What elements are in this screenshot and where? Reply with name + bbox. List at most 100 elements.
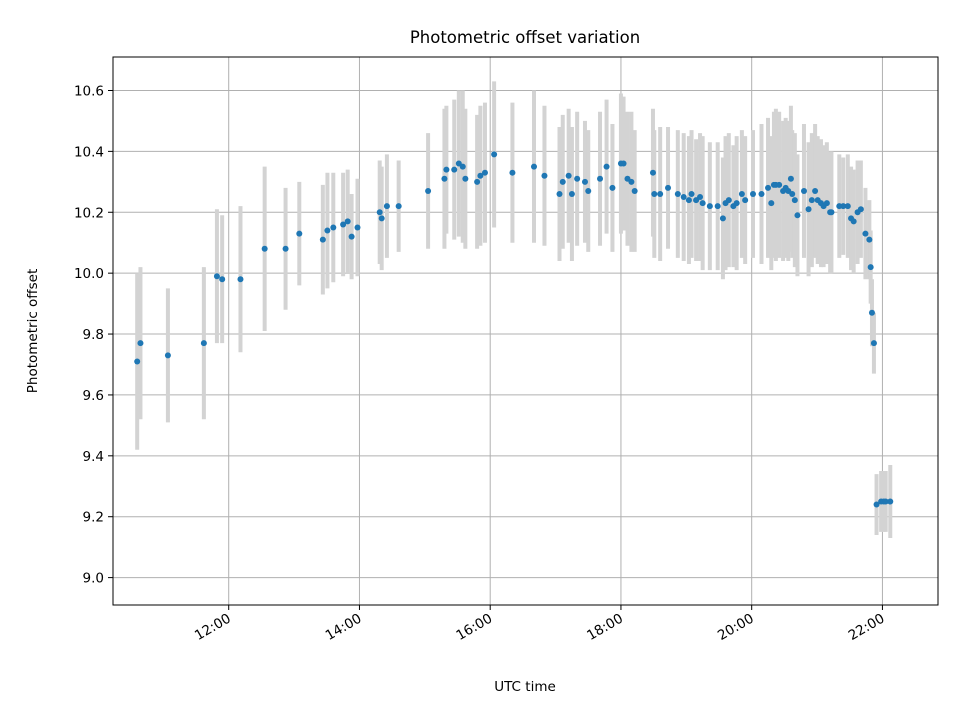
y-axis-ticks: 9.0 9.2 9.4 9.6 9.8 10.0 10.2 10.4 10.6: [74, 83, 113, 587]
data-point: [725, 197, 732, 204]
data-point: [565, 172, 572, 179]
x-tick-label: 14:00: [323, 611, 365, 644]
data-point: [680, 194, 687, 201]
data-point: [491, 151, 498, 158]
y-tick-label: 10.2: [74, 205, 104, 221]
data-point: [340, 221, 347, 228]
data-point: [719, 215, 726, 222]
data-point: [873, 501, 880, 508]
data-point: [451, 166, 458, 173]
data-point: [213, 273, 220, 280]
data-point: [348, 233, 355, 240]
data-point: [509, 169, 516, 176]
data-point: [808, 197, 815, 204]
data-point: [395, 203, 402, 210]
data-point: [200, 340, 207, 347]
data-point: [823, 200, 830, 207]
data-point: [628, 178, 635, 185]
data-point: [882, 498, 889, 505]
data-point: [134, 358, 141, 365]
data-point: [733, 200, 740, 207]
grid-lines: [113, 57, 938, 605]
y-tick-label: 9.2: [83, 510, 104, 526]
x-tick-label: 18:00: [584, 611, 626, 644]
y-tick-label: 10.6: [74, 83, 104, 99]
data-point: [477, 172, 484, 179]
data-point: [749, 191, 756, 197]
data-point: [462, 175, 469, 182]
data-point: [425, 187, 432, 194]
data-point: [609, 184, 616, 191]
data-point: [541, 172, 548, 179]
data-point: [324, 227, 331, 234]
y-tick-label: 9.8: [83, 327, 104, 343]
y-tick-label: 9.4: [83, 449, 104, 465]
plot-frame: [112, 56, 939, 606]
data-point: [481, 169, 488, 176]
data-point: [665, 184, 672, 191]
chart-title: Photometric offset variation: [410, 28, 640, 47]
data-point: [441, 175, 448, 182]
data-point: [631, 187, 638, 194]
data-point: [574, 175, 581, 182]
data-point: [866, 236, 873, 243]
data-point: [443, 166, 450, 173]
data-point: [768, 200, 775, 207]
data-point: [688, 191, 695, 197]
data-point: [530, 163, 537, 170]
data-point: [344, 218, 351, 225]
data-point: [887, 498, 894, 505]
data-point: [685, 197, 692, 204]
data-point: [714, 203, 721, 210]
x-tick-label: 22:00: [846, 611, 888, 644]
x-tick-label: 16:00: [454, 611, 496, 644]
y-tick-label: 9.0: [83, 571, 104, 587]
data-point: [742, 197, 749, 204]
data-point: [474, 178, 481, 185]
error-bars: [135, 81, 893, 539]
data-point: [164, 352, 171, 359]
data-point: [674, 191, 681, 197]
data-point: [765, 184, 772, 191]
data-point: [862, 230, 869, 237]
data-point: [850, 218, 857, 225]
data-point: [597, 175, 604, 182]
data-point: [738, 191, 745, 197]
data-point: [699, 200, 706, 207]
data-point: [649, 169, 656, 176]
data-point: [261, 245, 268, 252]
data-point: [812, 187, 819, 194]
data-point: [568, 191, 575, 197]
x-tick-label: 20:00: [715, 611, 757, 644]
data-point: [776, 181, 783, 188]
data-point: [137, 340, 144, 347]
data-point: [844, 203, 851, 210]
data-point: [800, 187, 807, 194]
data-point: [585, 187, 592, 194]
data-point: [354, 224, 361, 231]
y-axis-label: Photometric offset: [25, 269, 41, 393]
y-tick-label: 10.4: [74, 144, 104, 160]
x-axis-ticks: 12:00 14:00 16:00 18:00 20:00 22:00: [192, 605, 887, 644]
data-point: [376, 209, 383, 216]
data-point: [868, 309, 875, 316]
y-tick-label: 9.6: [83, 388, 104, 404]
data-point: [758, 191, 765, 197]
data-point: [657, 191, 664, 197]
x-axis-label: UTC time: [494, 679, 556, 695]
data-point: [706, 203, 713, 210]
data-point: [378, 215, 385, 222]
data-point: [237, 276, 244, 283]
data-points: [134, 151, 894, 508]
data-point: [603, 163, 610, 170]
data-point: [581, 178, 588, 185]
data-point: [319, 236, 326, 243]
data-point: [828, 209, 835, 216]
data-point: [620, 160, 627, 167]
data-point: [867, 264, 874, 271]
data-point: [282, 245, 289, 252]
data-point: [219, 276, 226, 283]
data-point: [794, 212, 801, 219]
data-point: [870, 340, 877, 347]
